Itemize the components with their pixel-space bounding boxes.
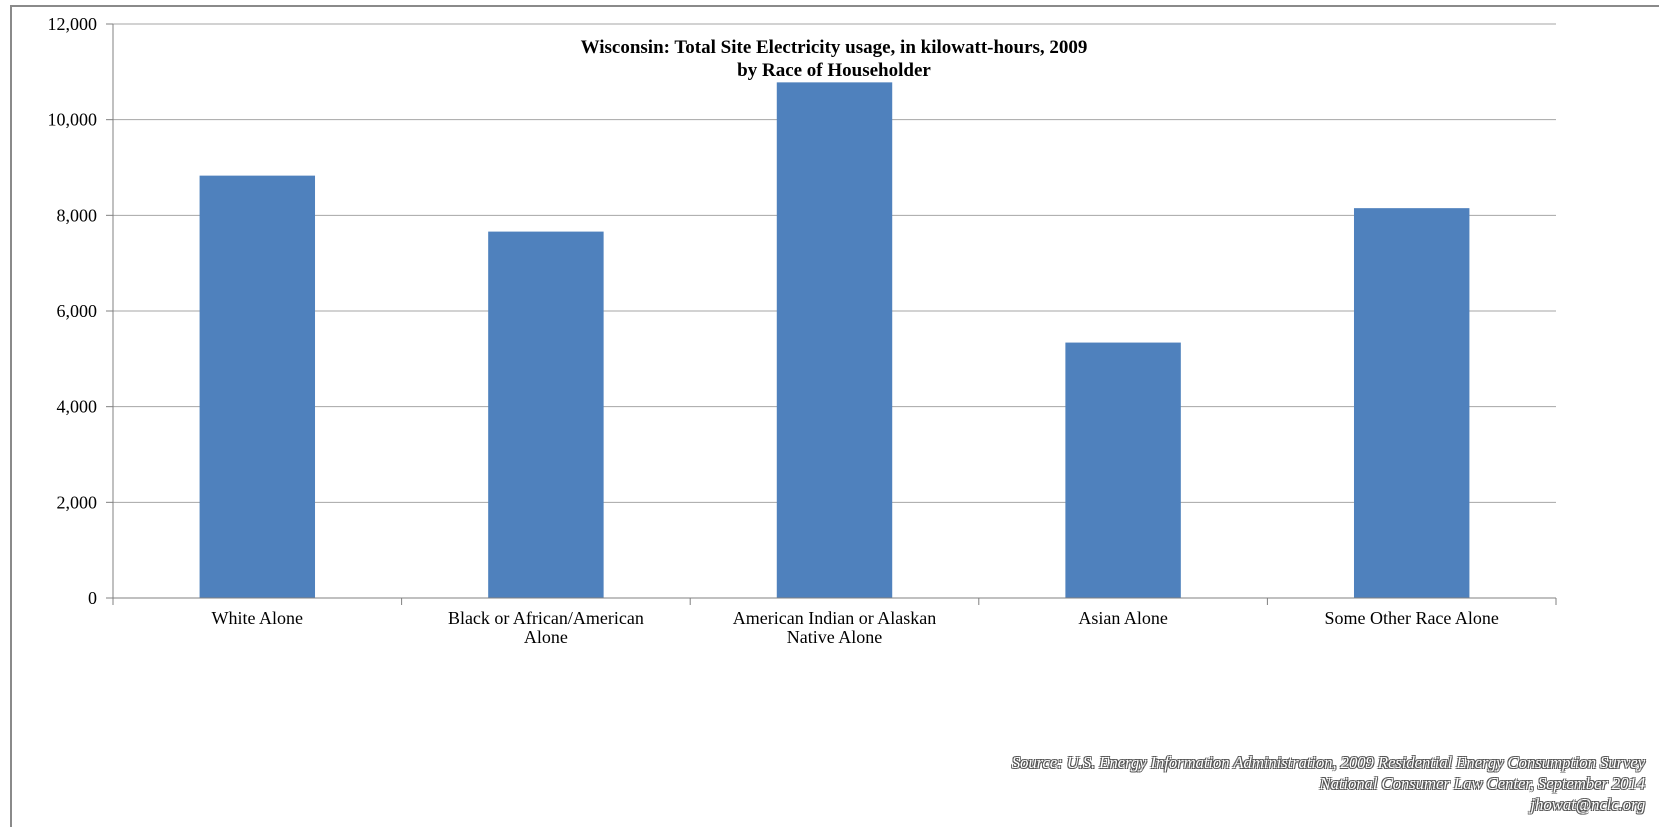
bar	[1065, 342, 1181, 598]
bar	[199, 175, 316, 599]
chart-title: Wisconsin: Total Site Electricity usage,…	[581, 37, 1088, 58]
x-axis-labels: White Alone Black or African/American Alon…	[212, 608, 1499, 647]
y-tick-label: 0	[88, 588, 97, 608]
y-tick-label: 4,000	[57, 397, 98, 417]
x-tick-label: Asian Alone	[1078, 608, 1168, 628]
y-tick-label: 6,000	[57, 301, 98, 321]
x-tick-label: White Alone	[212, 608, 303, 628]
chart-subtitle: by Race of Householder	[737, 60, 931, 81]
y-tick-label: 2,000	[57, 492, 98, 512]
bar	[488, 231, 604, 598]
y-tick-label: 8,000	[57, 205, 98, 225]
bar	[776, 82, 893, 598]
y-axis-ticks: 0 2,000 4,000 6,000 8,000 10,000 12,000	[48, 14, 113, 608]
bar	[1353, 208, 1470, 599]
contact-line: jhowat@nclc.org	[1530, 795, 1646, 814]
x-tick-label: Some Other Race Alone	[1324, 608, 1498, 628]
y-tick-label: 12,000	[48, 14, 98, 34]
source-line: Source: U.S. Energy Information Administ…	[1011, 753, 1645, 772]
y-tick-label: 10,000	[48, 110, 98, 130]
publisher-line: National Consumer Law Center, September …	[1319, 774, 1645, 793]
x-tick-label: Black or African/American Alone	[448, 608, 644, 647]
bar-series	[199, 82, 1470, 599]
source-note: Source: U.S. Energy Information Administ…	[1012, 752, 1645, 815]
x-tick-label: American Indian or Alaskan Native Alone	[733, 608, 936, 647]
